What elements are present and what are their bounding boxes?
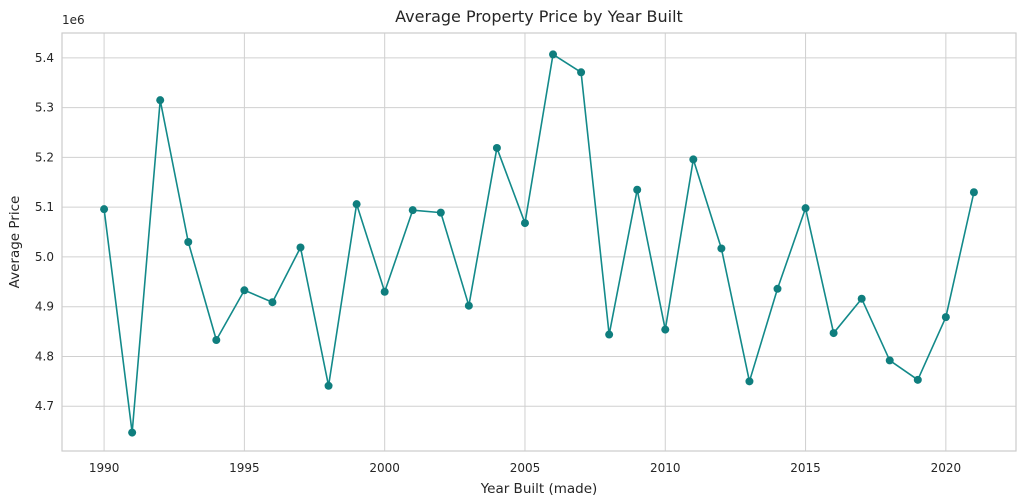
data-point [661,325,670,334]
data-point [969,188,978,197]
chart-title: Average Property Price by Year Built [395,7,683,26]
data-point [829,329,838,338]
data-point [296,243,305,252]
data-point [773,284,782,293]
data-point [100,205,109,214]
data-point [520,219,529,228]
grid [62,33,1016,451]
data-point [268,298,277,307]
data-point [941,313,950,322]
data-point [913,375,922,384]
data-point [633,185,642,194]
data-point [549,50,558,59]
data-point [885,356,894,365]
y-tick-label: 4.7 [35,399,54,413]
x-axis-ticks: 1990 1995 2000 2005 2010 2015 2020 [89,461,961,475]
data-point [857,294,866,303]
data-point [801,204,810,213]
x-tick-label: 1995 [229,461,260,475]
data-point [605,330,614,339]
y-tick-label: 5.3 [35,101,54,115]
data-point [577,68,586,77]
x-tick-label: 2000 [369,461,400,475]
data-series [100,50,978,437]
y-axis-label: Average Price [7,196,23,289]
data-point [156,96,165,105]
series-line [103,53,975,434]
data-point [745,377,754,386]
x-tick-label: 1990 [89,461,120,475]
x-tick-label: 2020 [931,461,962,475]
data-point [212,336,221,345]
x-tick-label: 2005 [510,461,541,475]
data-point [717,244,726,253]
data-point [408,206,417,215]
y-tick-label: 5.1 [35,200,54,214]
x-tick-label: 2015 [790,461,821,475]
data-point [184,238,193,246]
data-point [689,155,698,164]
data-point [352,200,361,209]
y-tick-label: 4.8 [35,349,54,363]
x-axis-label: Year Built (made) [480,481,598,497]
data-point [324,381,333,390]
y-tick-label: 5.4 [35,51,54,65]
x-tick-label: 2010 [650,461,681,475]
data-point [464,301,473,310]
data-point [380,287,389,296]
data-point [436,208,445,217]
data-point [492,143,501,152]
data-point [240,286,249,295]
y-axis-offset-label: 1e6 [62,13,85,27]
plot-frame [61,32,1017,452]
y-tick-label: 5.2 [35,150,54,164]
y-axis-ticks: 4.7 4.8 4.9 5.0 5.1 5.2 5.3 5.4 [35,51,54,413]
data-point [128,428,137,437]
y-tick-label: 5.0 [35,250,54,264]
y-tick-label: 4.9 [35,300,54,314]
